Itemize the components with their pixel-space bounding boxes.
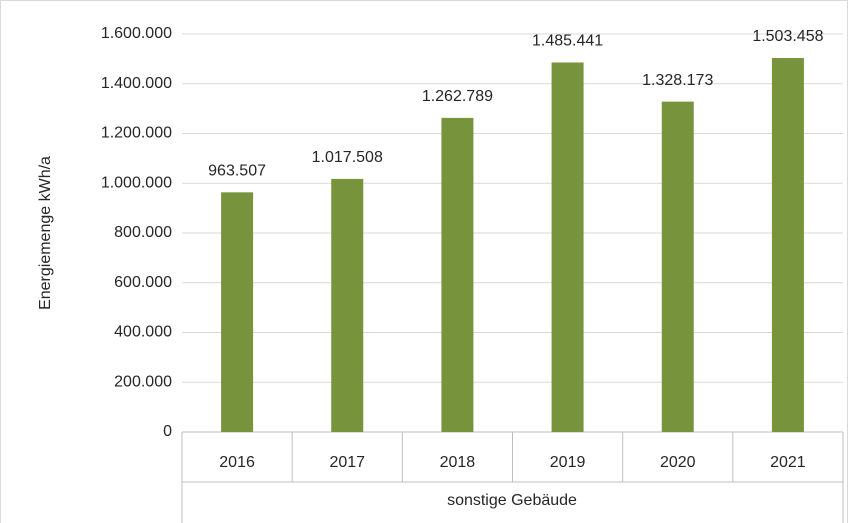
bar xyxy=(331,178,364,432)
y-tick-label: 1.000.000 xyxy=(101,174,172,191)
x-tick-label: 2021 xyxy=(770,454,806,471)
bar xyxy=(661,101,694,432)
data-label: 1.017.508 xyxy=(312,149,383,166)
data-label: 1.262.789 xyxy=(422,88,493,105)
data-label: 1.485.441 xyxy=(532,33,603,50)
y-tick-label: 0 xyxy=(163,423,172,440)
y-tick-label: 1.600.000 xyxy=(101,25,172,42)
bar xyxy=(551,62,584,432)
group-label: sonstige Gebäude xyxy=(447,492,577,509)
x-tick-label: 2016 xyxy=(219,454,255,471)
data-label: 1.503.458 xyxy=(752,28,823,45)
x-tick-label: 2020 xyxy=(660,454,696,471)
bar xyxy=(441,117,474,433)
y-tick-label: 200.000 xyxy=(114,373,172,390)
x-tick-label: 2017 xyxy=(329,454,365,471)
y-tick-label: 400.000 xyxy=(114,324,172,341)
data-label: 963.507 xyxy=(208,163,266,180)
y-tick-label: 1.400.000 xyxy=(101,75,172,92)
bar xyxy=(221,192,254,432)
bar xyxy=(771,58,804,432)
y-axis-label: Energiemenge kWh/a xyxy=(37,156,54,310)
y-tick-label: 1.200.000 xyxy=(101,125,172,142)
y-tick-label: 800.000 xyxy=(114,224,172,241)
x-tick-label: 2019 xyxy=(550,454,586,471)
data-label: 1.328.173 xyxy=(642,72,713,89)
x-tick-label: 2018 xyxy=(440,454,476,471)
y-tick-label: 600.000 xyxy=(114,274,172,291)
